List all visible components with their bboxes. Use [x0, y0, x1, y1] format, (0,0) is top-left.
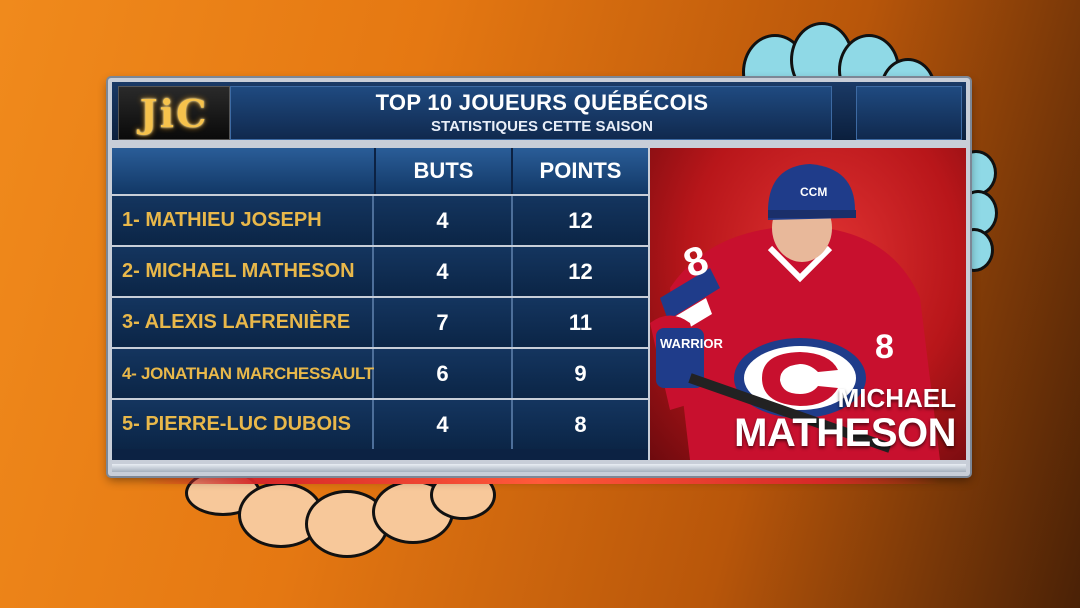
- board-header: JiC TOP 10 JOUEURS QUÉBÉCOIS STATISTIQUE…: [112, 82, 966, 140]
- player-name: 1- MATHIEU JOSEPH: [112, 196, 374, 245]
- featured-player-name: MICHAEL MATHESON: [734, 384, 956, 454]
- stats-table: BUTS POINTS 1- MATHIEU JOSEPH 4 12 2- MI…: [112, 148, 648, 460]
- column-header-buts: BUTS: [376, 148, 511, 194]
- table-row: 2- MICHAEL MATHESON 4 12: [112, 245, 648, 296]
- board-bottom-bar: [112, 464, 966, 472]
- player-name: 5- PIERRE-LUC DUBOIS: [112, 400, 374, 449]
- buts-value: 6: [374, 349, 513, 398]
- jersey-number: 8: [875, 328, 894, 366]
- points-value: 11: [568, 309, 593, 335]
- buts-value: 4: [374, 196, 513, 245]
- column-header-points: POINTS: [513, 148, 648, 194]
- jic-logo-icon: JiC: [118, 86, 230, 140]
- player-photo: WARRIOR CCM 8 8 MICHAEL MATHESON: [650, 148, 966, 460]
- hockey-player-icon: WARRIOR CCM 8 8: [650, 164, 940, 460]
- player-first-name: MICHAEL: [837, 383, 956, 413]
- page-subtitle: STATISTIQUES CETTE SAISON: [431, 118, 653, 135]
- helmet-brand-label: CCM: [800, 185, 827, 199]
- points-value: 12: [568, 258, 593, 284]
- table-row: 3- ALEXIS LAFRENIÈRE 7 11: [112, 296, 648, 347]
- column-header-name: [112, 148, 374, 194]
- buts-value: 4: [374, 400, 513, 449]
- title-panel: [230, 86, 832, 140]
- buts-value: 7: [374, 298, 513, 347]
- player-name: 4- JONATHAN MARCHESSAULT: [112, 349, 374, 398]
- player-last-name: MATHESON: [734, 411, 956, 455]
- player-name: 2- MICHAEL MATHESON: [112, 247, 374, 296]
- points-value: 9: [574, 360, 587, 386]
- stick-brand-label: WARRIOR: [660, 336, 723, 351]
- table-row: 1- MATHIEU JOSEPH 4 12: [112, 194, 648, 245]
- table-row: 4- JONATHAN MARCHESSAULT 6 9: [112, 347, 648, 398]
- page-title: TOP 10 JOUEURS QUÉBÉCOIS: [375, 90, 709, 115]
- points-value: 12: [568, 207, 593, 233]
- table-row: 5- PIERRE-LUC DUBOIS 4 8: [112, 398, 648, 449]
- stats-board: JiC TOP 10 JOUEURS QUÉBÉCOIS STATISTIQUE…: [108, 78, 970, 476]
- red-accent-strip: [140, 478, 940, 484]
- points-value: 8: [574, 411, 587, 437]
- header-side-panel: [856, 86, 962, 140]
- player-name: 3- ALEXIS LAFRENIÈRE: [112, 298, 374, 347]
- buts-value: 4: [374, 247, 513, 296]
